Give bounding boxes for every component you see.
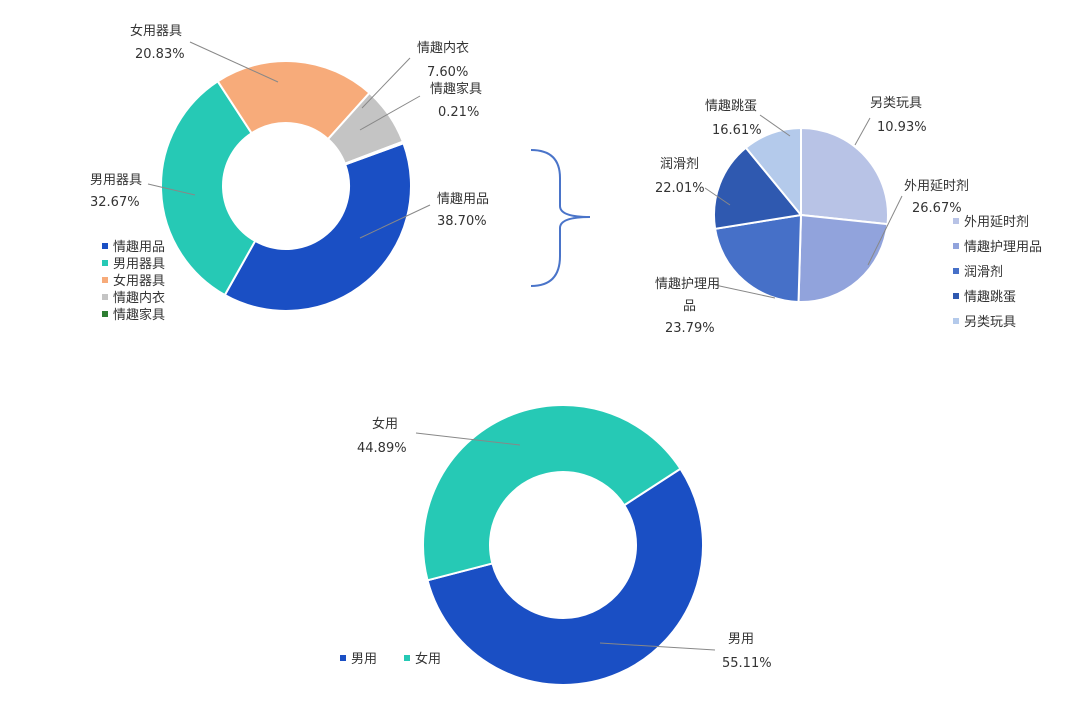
slice-value-label: 32.67% — [90, 195, 140, 210]
slice-name-label: 润滑剂 — [660, 157, 699, 172]
legend-swatch — [102, 311, 108, 317]
subcategory-share-pie: 外用延时剂26.67%情趣护理用品23.79%润滑剂22.01%情趣跳蛋16.6… — [655, 96, 1042, 336]
slice-name-label: 情趣跳蛋 — [705, 99, 757, 114]
slice-value-label: 0.21% — [438, 105, 479, 120]
slice-name-label: 情趣用品 — [437, 192, 489, 207]
slice-value-label: 16.61% — [712, 123, 762, 138]
legend-label: 情趣家具 — [113, 307, 165, 323]
legend-swatch — [102, 294, 108, 300]
legend-swatch — [102, 260, 108, 266]
legend-label: 润滑剂 — [964, 265, 1003, 280]
leader-line — [189, 41, 279, 83]
slice-name-label-cont: 品 — [683, 299, 696, 314]
legend-label: 情趣护理用品 — [964, 240, 1042, 255]
slice-value-label: 26.67% — [912, 201, 962, 216]
legend-label: 外用延时剂 — [964, 215, 1029, 230]
slice-1-1 — [223, 141, 412, 312]
legend-label: 情趣跳蛋 — [964, 290, 1016, 305]
slice-name-label: 情趣家具 — [430, 81, 482, 97]
slice-name-label: 外用延时剂 — [904, 179, 969, 194]
slice-3-1 — [426, 467, 704, 686]
slice-name-label: 情趣内衣 — [417, 40, 469, 56]
leader-line — [415, 432, 521, 446]
slice-value-label: 7.60% — [427, 65, 468, 80]
slice-1-2 — [160, 79, 257, 297]
slice-1-3 — [216, 60, 371, 141]
leader-line — [361, 57, 411, 109]
leader-line — [359, 95, 421, 131]
curly-brace — [530, 149, 591, 287]
slice-value-label: 10.93% — [877, 120, 927, 135]
legend-label: 男用 — [351, 652, 377, 667]
leader-line — [599, 642, 716, 651]
slice-value-label: 22.01% — [655, 181, 705, 196]
legend-label: 女用器具 — [113, 273, 165, 289]
leader-line — [359, 204, 431, 239]
slice-2-4 — [713, 146, 803, 230]
slice-name-label: 男用器具 — [90, 173, 142, 188]
legend-swatch — [953, 268, 959, 274]
legend-label: 情趣内衣 — [113, 290, 165, 306]
slice-name-label: 情趣护理用 — [655, 277, 720, 292]
slice-2-3 — [713, 213, 803, 303]
slice-2-2 — [797, 213, 889, 303]
slice-value-label: 38.70% — [437, 214, 487, 229]
slice-2-1 — [800, 126, 889, 226]
slice-1-5 — [343, 140, 405, 166]
leader-line — [147, 183, 196, 196]
legend-swatch — [404, 655, 410, 661]
slice-3-2 — [422, 404, 682, 582]
leader-line — [704, 187, 731, 206]
legend-label: 情趣用品 — [113, 240, 165, 255]
slice-value-label: 23.79% — [665, 321, 715, 336]
slice-value-label: 44.89% — [357, 441, 407, 456]
legend-label: 另类玩具 — [964, 315, 1016, 330]
legend-swatch — [953, 218, 959, 224]
slice-name-label: 女用器具 — [130, 23, 182, 39]
leader-line — [867, 195, 903, 266]
slice-name-label: 男用 — [728, 632, 754, 647]
legend-label: 女用 — [415, 651, 441, 667]
legend-swatch — [102, 243, 108, 249]
legend-label: 男用器具 — [113, 257, 165, 272]
leader-line — [759, 114, 791, 137]
slice-value-label: 55.11% — [722, 656, 772, 671]
legend-swatch — [102, 277, 108, 283]
legend-swatch — [340, 655, 346, 661]
legend-swatch — [953, 243, 959, 249]
slice-value-label: 20.83% — [135, 47, 185, 62]
slice-name-label: 另类玩具 — [870, 96, 922, 111]
legend-swatch — [953, 318, 959, 324]
slice-2-5 — [744, 126, 802, 218]
slice-name-label: 女用 — [372, 416, 398, 432]
leader-line — [854, 117, 871, 146]
legend-swatch — [953, 293, 959, 299]
leader-line — [714, 284, 776, 299]
